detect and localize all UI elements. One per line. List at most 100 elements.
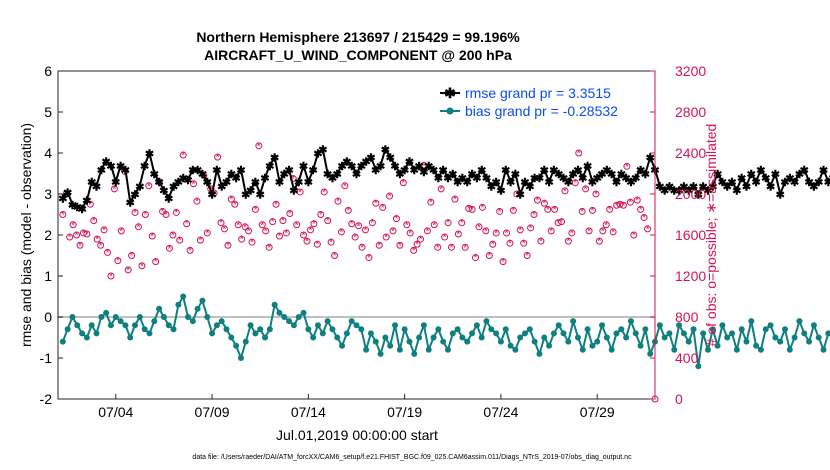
obs-assimilated-marker: * [309, 225, 313, 236]
obs-possible-marker [265, 243, 273, 251]
obs-possible-marker [447, 243, 455, 251]
bias-point [632, 330, 639, 337]
bias-point [623, 334, 630, 341]
chart-title: Northern Hemisphere 213697 / 215429 = 99… [196, 29, 520, 63]
obs-assimilated-marker: * [223, 224, 227, 235]
rmse-point: ✱ [414, 161, 423, 173]
rmse-point: ✱ [448, 169, 457, 181]
rmse-point: ✱ [583, 161, 592, 173]
rmse-point: ✱ [111, 177, 120, 189]
obs-assimilated-marker: * [298, 187, 302, 198]
obs-possible-marker [334, 197, 342, 205]
bias-point [536, 350, 543, 357]
obs-assimilated-marker: * [240, 235, 244, 246]
bias-point [233, 342, 240, 349]
rmse-point: ✱ [492, 177, 501, 189]
obs-possible-marker [561, 187, 569, 195]
obs-possible-marker [482, 227, 490, 235]
rmse-point: ✱ [554, 169, 563, 181]
rmse-point: ✱ [737, 173, 746, 185]
bias-point [286, 318, 293, 325]
obs-assimilated-marker: * [425, 226, 429, 237]
obs-possible-marker [413, 240, 421, 248]
bias-point [396, 346, 403, 353]
rmse-point: ✱ [703, 185, 712, 197]
x-tick-label: 07/29 [580, 404, 615, 420]
bias-point [825, 330, 830, 337]
obs-possible-marker [568, 229, 576, 237]
obs-assimilated-marker: * [453, 195, 457, 206]
obs-assimilated-marker: * [278, 232, 282, 243]
obs-possible-marker [59, 211, 67, 218]
rmse-point: ✱ [511, 169, 520, 181]
obs-possible-marker [520, 239, 528, 247]
rmse-point: ✱ [631, 173, 640, 185]
obs-possible-marker [485, 252, 493, 259]
obs-assimilated-marker: * [422, 161, 426, 172]
obs-possible-marker [141, 211, 149, 218]
obs-assimilated-marker: * [123, 167, 127, 178]
obs-assimilated-marker: * [522, 239, 526, 250]
rmse-point: ✱ [294, 177, 303, 189]
obs-possible-marker [152, 258, 160, 266]
obs-assimilated-marker: * [305, 237, 309, 248]
obs-possible-marker [626, 198, 634, 206]
obs-assimilated-marker: * [539, 237, 543, 248]
rmse-point: ✱ [607, 169, 616, 181]
rmse-point: ✱ [694, 190, 703, 202]
rmse-point: ✱ [256, 190, 265, 202]
bias-point [324, 318, 331, 325]
obs-assimilated-marker: * [315, 240, 319, 251]
y-left-tick-label: 5 [44, 104, 52, 120]
rmse-point: ✱ [357, 161, 366, 173]
obs-possible-marker [575, 149, 583, 157]
bias-point [637, 342, 644, 349]
rmse-point: ✱ [689, 181, 698, 193]
rmse-point: ✱ [82, 196, 91, 208]
obs-assimilated-marker: * [288, 209, 292, 220]
obs-assimilated-marker: * [477, 222, 481, 233]
bias-point [387, 342, 394, 349]
rmse-point: ✱ [366, 153, 375, 165]
rmse-point: ✱ [77, 204, 86, 216]
bias-point [791, 334, 798, 341]
bias-point [733, 346, 740, 353]
bias-point [642, 326, 649, 333]
obs-assimilated-marker: * [312, 219, 316, 230]
rmse-point: ✱ [602, 165, 611, 177]
rmse-point: ✱ [443, 173, 452, 185]
bias-point [339, 342, 346, 349]
y-axis-left: -2 -1 0 1 2 3 4 5 6 [40, 63, 63, 407]
obs-possible-marker [245, 227, 253, 235]
rmse-point: ✱ [617, 169, 626, 181]
obs-possible-marker [496, 207, 504, 215]
obs-possible-marker [582, 185, 590, 193]
bias-point [112, 314, 119, 320]
bias-point [343, 330, 350, 337]
rmse-point: ✱ [179, 173, 188, 185]
rmse-point: ✱ [227, 169, 236, 181]
obs-possible-marker [114, 257, 122, 265]
obs-possible-marker [472, 254, 480, 262]
rmse-point: ✱ [751, 177, 760, 189]
bias-point [79, 330, 86, 337]
obs-assimilated-marker: * [388, 192, 392, 203]
bias-point [656, 322, 663, 329]
obs-possible-marker [389, 227, 397, 235]
obs-possible-marker [454, 230, 462, 238]
obs-possible-marker [344, 206, 352, 214]
rmse-point: ✱ [747, 169, 756, 181]
obs-possible-marker [430, 221, 438, 229]
obs-assimilated-marker: * [597, 237, 601, 248]
bias-line [61, 295, 830, 368]
obs-possible-marker [165, 244, 173, 252]
obs-possible-marker [279, 217, 287, 225]
bias-point [738, 326, 745, 333]
bias-point [319, 330, 326, 337]
rmse-point: ✱ [540, 165, 549, 177]
bias-point [435, 326, 442, 333]
obs-possible-marker [66, 233, 74, 241]
rmse-point: ✱ [188, 165, 197, 177]
obs-assimilated-marker: * [188, 246, 192, 257]
rmse-point: ✱ [265, 161, 274, 173]
